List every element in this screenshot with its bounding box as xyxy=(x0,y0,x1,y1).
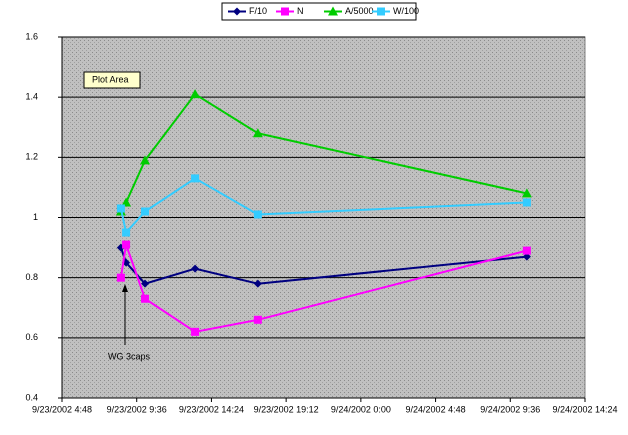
marker xyxy=(116,273,125,282)
y-tick-label: 1.6 xyxy=(25,31,38,41)
marker xyxy=(522,252,531,261)
x-tick-label: 9/23/2002 4:48 xyxy=(32,404,92,414)
legend: F/10 N A/5000 W/100 xyxy=(221,2,419,21)
x-tick-label: 9/24/2002 4:48 xyxy=(406,404,466,414)
marker xyxy=(253,315,262,324)
x-tick-label: 9/23/2002 14:24 xyxy=(179,404,244,414)
legend-box xyxy=(221,2,417,21)
marker xyxy=(191,264,200,273)
annotation: Plot Area xyxy=(92,74,129,84)
marker xyxy=(141,279,150,288)
x-tick-label: 9/24/2002 0:00 xyxy=(331,404,391,414)
legend-marker xyxy=(328,6,338,16)
marker xyxy=(253,279,262,288)
x-tick-label: 9/24/2002 9:36 xyxy=(480,404,540,414)
x-tick-label: 9/23/2002 19:12 xyxy=(254,404,319,414)
series-line xyxy=(119,244,528,333)
marker xyxy=(141,207,150,216)
marker xyxy=(253,210,262,219)
y-tick-label: 1.4 xyxy=(25,92,38,102)
marker xyxy=(191,327,200,336)
y-tick-label: 1 xyxy=(33,212,38,222)
marker xyxy=(141,294,150,303)
legend-label: W/100 xyxy=(393,6,419,16)
marker xyxy=(122,240,131,249)
marker xyxy=(116,204,125,213)
legend-label: N xyxy=(297,6,304,16)
arrow-head xyxy=(122,284,128,292)
annotation: WG 3caps xyxy=(108,351,151,361)
marker xyxy=(190,89,201,99)
marker xyxy=(122,228,131,237)
marker xyxy=(121,197,132,207)
marker xyxy=(522,246,531,255)
x-tick-label: 9/23/2002 9:36 xyxy=(107,404,167,414)
marker xyxy=(191,174,200,183)
y-tick-label: 0.8 xyxy=(25,272,38,282)
y-tick-label: 1.2 xyxy=(25,152,38,162)
legend-label: F/10 xyxy=(249,6,267,16)
marker xyxy=(252,128,263,138)
y-tick-label: 0.6 xyxy=(25,332,38,342)
legend-marker xyxy=(233,7,241,16)
x-tick-label: 9/24/2002 14:24 xyxy=(552,404,617,414)
annotation-box xyxy=(83,71,141,89)
marker xyxy=(522,198,531,207)
marker xyxy=(521,188,532,198)
marker xyxy=(140,155,151,165)
legend-label: A/5000 xyxy=(345,6,374,16)
legend-marker xyxy=(377,7,385,16)
y-tick-label: 0.4 xyxy=(25,392,38,402)
legend-marker xyxy=(281,7,289,16)
series-line xyxy=(119,177,527,235)
